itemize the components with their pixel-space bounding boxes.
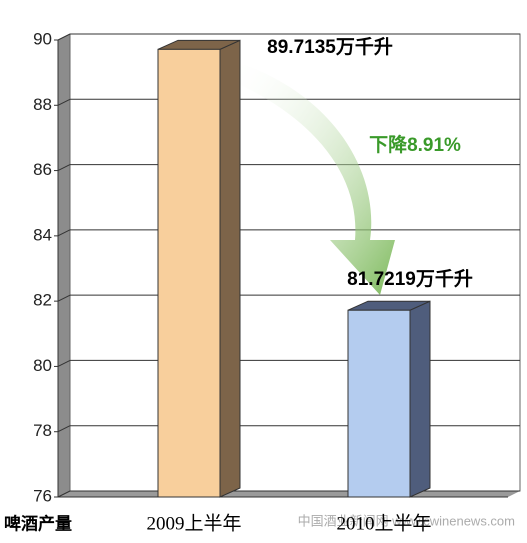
grid-line-side (57, 33, 71, 41)
side-wall (58, 34, 70, 497)
floor (58, 491, 520, 497)
y-tick-label: 82 (33, 291, 52, 310)
bar (157, 48, 221, 498)
annotation: 下降8.91% (369, 133, 461, 156)
grid-line-side (57, 294, 71, 302)
decline-arrow (230, 60, 395, 295)
y-tick-label: 88 (33, 95, 52, 114)
y-tick-label: 84 (33, 225, 52, 244)
grid-line-side (57, 490, 71, 498)
grid-line-side (57, 425, 71, 433)
y-tick-label: 76 (33, 486, 52, 505)
value-label: 89.7135万千升 (267, 36, 393, 58)
bar-side (409, 300, 431, 498)
value-label: 81.7219万千升 (347, 268, 473, 290)
grid-line-side (57, 98, 71, 106)
grid-line-side (57, 229, 71, 237)
x-axis-label: 啤酒产量 (4, 513, 72, 533)
y-tick-label: 78 (33, 421, 52, 440)
grid-line-side (57, 164, 71, 172)
watermark: 中国酒业新闻网 www.cwinenews.com (298, 513, 515, 528)
y-tick-label: 86 (33, 160, 52, 179)
bar-side (219, 39, 241, 498)
grid-line-side (57, 359, 71, 367)
y-tick-label: 90 (33, 29, 52, 48)
y-tick-label: 80 (33, 356, 52, 375)
x-tick-label: 2010上半年 (336, 512, 431, 534)
x-tick-label: 2009上半年 (146, 512, 241, 534)
bar (347, 309, 411, 498)
